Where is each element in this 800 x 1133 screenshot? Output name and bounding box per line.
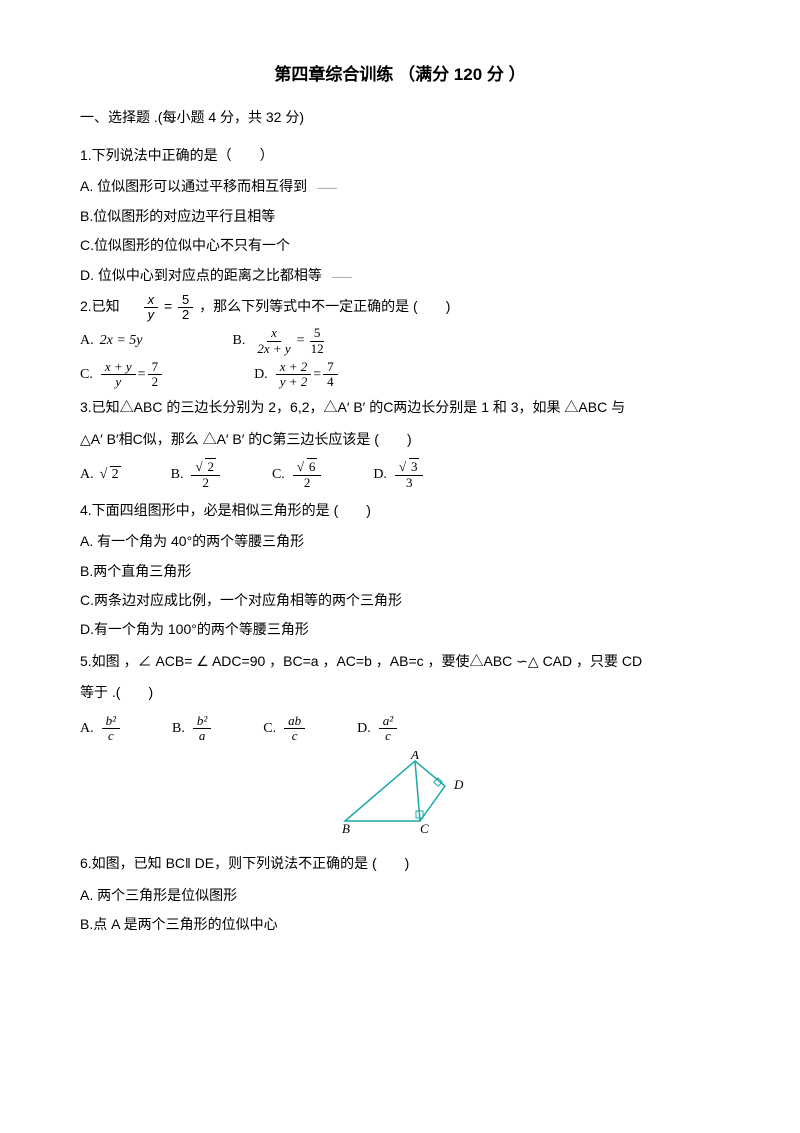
q4-option-b: B.两个直角三角形 xyxy=(80,557,720,586)
question-5: 5.如图 ，∠ ACB= ∠ ADC=90 ，BC=a ，AC=b ，AB=c … xyxy=(80,647,720,743)
q2-option-c: C. x + yy = 72 xyxy=(80,360,164,390)
q2-options-row1: A.2x = 5y B. x2x + y = 512 xyxy=(80,326,720,356)
diagram-label-d: D xyxy=(453,777,464,792)
q3-line2: △A′ B′相C似，那么 △A′ B′ 的C第三边长应该是 ( ) xyxy=(80,425,720,454)
q4-stem: 4.下面四组图形中，必是相似三角形的是 ( ) xyxy=(80,496,720,525)
q1-option-a: A. 位似图形可以通过平移而相互得到 —— xyxy=(80,172,720,201)
q4-option-c: C.两条边对应成比例，一个对应角相等的两个三角形 xyxy=(80,586,720,615)
q5-option-a: A. b²c xyxy=(80,714,122,744)
q1-option-c: C.位似图形的位似中心不只有一个 xyxy=(80,231,720,260)
q1-stem: 1.下列说法中正确的是（ ） xyxy=(80,141,720,170)
q3-options: A. 2 B. 22 C. 62 D. 33 xyxy=(80,460,720,490)
triangle-shape xyxy=(345,761,445,821)
diagram-label-b: B xyxy=(342,821,350,836)
q6-option-a: A. 两个三角形是位似图形 xyxy=(80,881,720,910)
question-3: 3.已知△ABC 的三边长分别为 2，6,2，△A′ B′ 的C两边长分别是 1… xyxy=(80,393,720,489)
question-1: 1.下列说法中正确的是（ ） A. 位似图形可以通过平移而相互得到 —— B.位… xyxy=(80,141,720,290)
q3-option-a: A. 2 xyxy=(80,460,121,490)
q4-option-d: D.有一个角为 100°的两个等腰三角形 xyxy=(80,615,720,644)
q6-option-b: B.点 A 是两个三角形的位似中心 xyxy=(80,910,720,939)
question-4: 4.下面四组图形中，必是相似三角形的是 ( ) A. 有一个角为 40°的两个等… xyxy=(80,496,720,645)
diagram-label-c: C xyxy=(420,821,429,836)
q5-option-b: B. b²a xyxy=(172,714,213,744)
q5-options: A. b²c B. b²a C. abc D. a²c xyxy=(80,714,720,744)
q2-options-row2: C. x + yy = 72 D. x + 2y + 2 = 74 xyxy=(80,360,720,390)
q5-line2: 等于 .( ) xyxy=(80,678,720,707)
q2-option-a: A.2x = 5y xyxy=(80,326,143,356)
q3-line1: 3.已知△ABC 的三边长分别为 2，6,2，△A′ B′ 的C两边长分别是 1… xyxy=(80,393,720,422)
q1-option-d: D. 位似中心到对应点的距离之比都相等 —— xyxy=(80,261,720,290)
diagram-label-a: A xyxy=(410,751,419,762)
question-2: 2.已知 x y = 5 2 ，那么下列等式中不一定正确的是 ( ) A.2x … xyxy=(80,292,720,390)
q2-frac-left: x y xyxy=(144,293,159,323)
q3-option-b: B. 22 xyxy=(171,460,222,490)
q6-stem: 6.如图，已知 BC‖ DE，则下列说法不正确的是 ( ) xyxy=(80,849,720,878)
q2-option-b: B. x2x + y = 512 xyxy=(233,326,330,356)
q3-option-d: D. 33 xyxy=(373,460,425,490)
q1-option-b: B.位似图形的对应边平行且相等 xyxy=(80,202,720,231)
q5-line1: 5.如图 ，∠ ACB= ∠ ADC=90 ，BC=a ，AC=b ，AB=c … xyxy=(80,647,720,676)
q5-option-c: C. abc xyxy=(263,714,307,744)
page-title: 第四章综合训练 （满分 120 分 ） xyxy=(80,60,720,85)
q2-stem: 2.已知 x y = 5 2 ，那么下列等式中不一定正确的是 ( ) xyxy=(80,292,720,322)
q4-option-a: A. 有一个角为 40°的两个等腰三角形 xyxy=(80,527,720,556)
q2-option-d: D. x + 2y + 2 = 74 xyxy=(254,360,340,390)
q3-option-c: C. 62 xyxy=(272,460,323,490)
triangle-diagram: A D B C xyxy=(80,751,720,841)
q5-option-d: D. a²c xyxy=(357,714,399,744)
section-header: 一、选择题 .(每小题 4 分，共 32 分) xyxy=(80,107,720,127)
q2-frac-right: 5 2 xyxy=(178,293,193,323)
question-6: 6.如图，已知 BC‖ DE，则下列说法不正确的是 ( ) A. 两个三角形是位… xyxy=(80,849,720,939)
